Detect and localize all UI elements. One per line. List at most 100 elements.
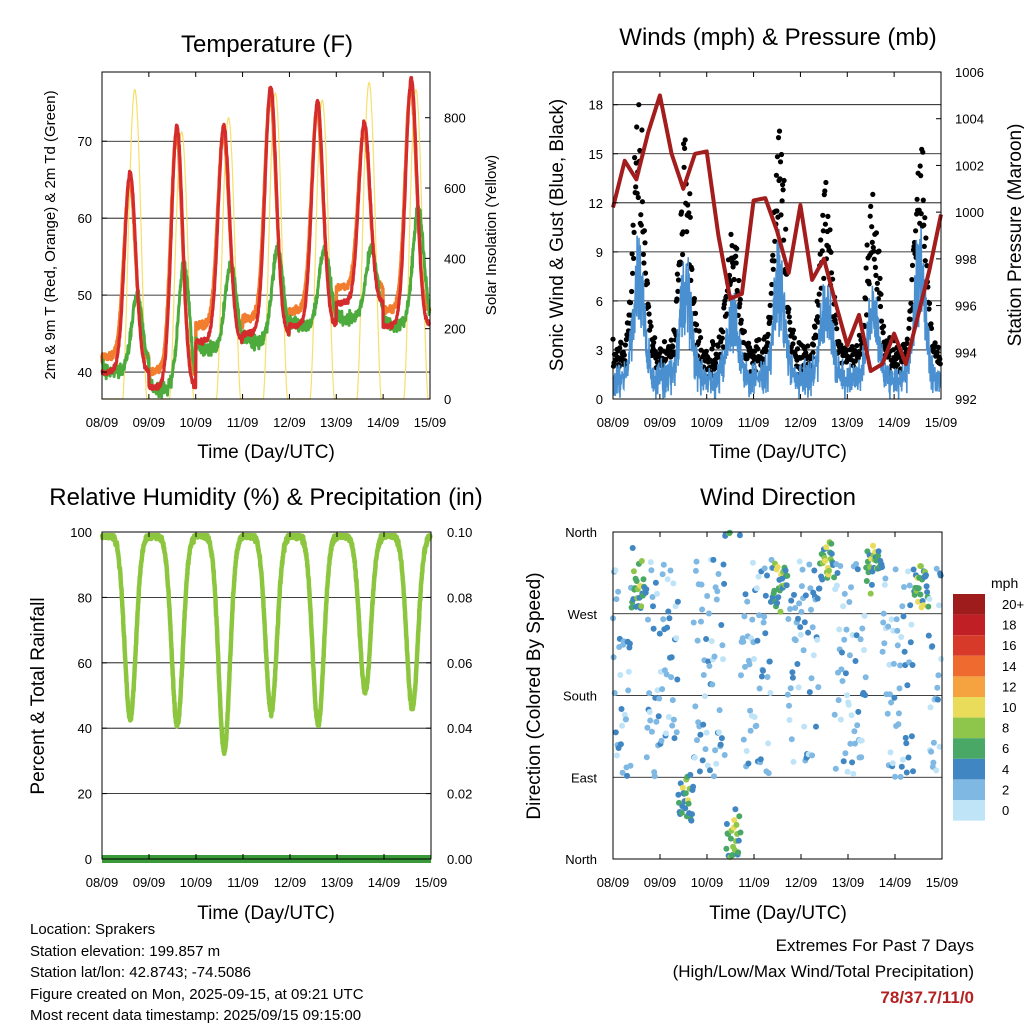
direction-point	[816, 585, 823, 592]
gust-point	[877, 303, 884, 310]
direction-point	[910, 768, 916, 775]
gust-point	[691, 296, 698, 302]
direction-point	[646, 709, 653, 715]
direction-point	[629, 545, 636, 551]
direction-point	[861, 647, 867, 653]
gust-point	[698, 335, 704, 341]
direction-point	[832, 765, 839, 772]
direction-point	[888, 699, 895, 706]
direction-point	[654, 687, 661, 694]
direction-point	[765, 770, 772, 777]
gust-point	[730, 264, 736, 270]
winds-x-axis-label: Time (Day/UTC)	[709, 442, 847, 463]
direction-point	[713, 760, 720, 767]
direction-point	[805, 629, 812, 636]
direction-point	[840, 603, 847, 610]
winds-panel: Winds (mph) & Pressure (mb) 08/09 09/09 10…	[547, 24, 1024, 463]
direction-point	[842, 670, 849, 677]
gust-point	[738, 317, 744, 323]
direction-point	[672, 603, 679, 610]
gust-point	[632, 155, 638, 161]
gust-point	[870, 191, 876, 197]
colorbar-swatch	[953, 594, 985, 615]
direction-point	[900, 613, 907, 620]
direction-point	[689, 811, 695, 818]
direction-point	[798, 583, 805, 590]
y2-tick-label: 996	[955, 299, 977, 314]
direction-point	[862, 674, 869, 681]
gust-point	[932, 340, 938, 346]
gust-point	[652, 335, 658, 341]
direction-point	[915, 598, 922, 605]
direction-point	[848, 712, 855, 719]
direction-point	[930, 759, 937, 766]
colorbar-label: 14	[1002, 659, 1016, 674]
direction-point	[697, 731, 704, 738]
direction-point	[788, 736, 795, 743]
y2-tick-label: 0.02	[447, 787, 472, 802]
direction-point	[694, 637, 701, 644]
gust-point	[668, 337, 674, 343]
gust-point	[937, 356, 943, 362]
direction-point	[828, 550, 835, 557]
gust-point	[661, 339, 668, 345]
direction-point	[762, 630, 769, 637]
gust-point	[674, 296, 680, 302]
x-tick-label: 10/09	[691, 875, 724, 890]
gust-point	[646, 311, 652, 317]
gust-point	[774, 154, 781, 160]
temperature-y-axis-label: 2m & 9m T (Red, Orange) & 2m Td (Green)	[42, 90, 59, 379]
gust-point	[779, 198, 785, 204]
direction-point	[767, 689, 774, 696]
direction-point	[938, 656, 945, 662]
direction-point	[819, 576, 826, 583]
extremes-subtitle: (High/Low/Max Wind/Total Precipitation)	[672, 962, 974, 981]
gust-point	[790, 327, 797, 333]
gust-point	[843, 348, 849, 354]
direction-point	[746, 661, 753, 668]
direction-point	[806, 689, 813, 696]
gust-point	[726, 272, 733, 278]
direction-point	[723, 821, 730, 827]
direction-point	[673, 729, 680, 736]
direction-point	[648, 728, 655, 735]
y-tick-label: 9	[596, 245, 603, 260]
direction-point	[822, 558, 829, 564]
direction-point	[925, 603, 932, 610]
gust-point	[825, 213, 831, 219]
direction-point	[907, 639, 914, 646]
relative-humidity-line	[99, 533, 433, 757]
y2-tick-label: 1004	[955, 112, 984, 127]
direction-point	[679, 784, 686, 791]
gust-point	[656, 351, 663, 357]
gust-point	[774, 208, 780, 214]
extremes-title: Extremes For Past 7 Days	[775, 936, 974, 955]
x-tick-label: 08/09	[86, 875, 119, 890]
direction-point	[612, 567, 619, 574]
winds-data	[610, 93, 943, 400]
gust-point	[769, 281, 775, 288]
gust-point	[863, 265, 869, 271]
temperature-data	[100, 75, 432, 400]
direction-point	[787, 606, 794, 612]
x-tick-label: 10/09	[179, 415, 212, 430]
humidity-panel: Relative Humidity (%) & Precipitation (i…	[28, 484, 483, 924]
direction-point	[625, 668, 632, 675]
colorbar-swatch	[953, 717, 985, 739]
direction-point	[858, 737, 865, 744]
direction-point	[638, 558, 645, 564]
direction-point	[850, 770, 857, 777]
direction-point	[789, 674, 796, 681]
gust-point	[713, 360, 719, 366]
direction-point	[894, 627, 901, 634]
direction-point	[889, 760, 896, 767]
x-tick-label: 10/09	[180, 875, 213, 890]
gust-point	[921, 243, 927, 249]
gust-point	[815, 319, 821, 325]
direction-point	[843, 626, 850, 633]
y2-tick-label: 200	[444, 322, 466, 337]
y2-tick-label: 1002	[955, 158, 984, 173]
direction-point	[859, 625, 866, 632]
direction-point	[690, 619, 697, 626]
gust-point	[733, 253, 739, 259]
